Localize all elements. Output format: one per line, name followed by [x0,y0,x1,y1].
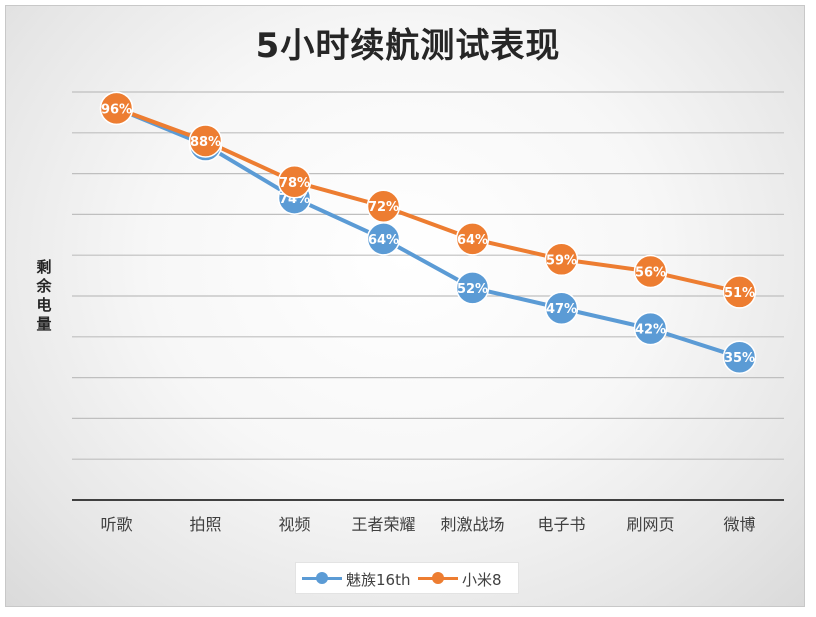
data-point [544,242,579,277]
legend-marker-xiaomi [432,572,444,584]
gridlines [72,91,784,460]
data-point [366,189,401,223]
x-tick-label: 刷网页 [626,515,674,534]
data-point [544,291,579,325]
legend-marker-meizu [316,572,328,584]
data-point [277,165,312,199]
data-point [633,311,668,346]
data-label: 35% [724,351,755,366]
x-tick-label: 视频 [278,515,310,534]
data-label: 47% [546,302,577,317]
x-axis: 听歌 拍照 视频 王者荣耀 刺激战场 电子书 刷网页 微博 [72,499,784,534]
data-point [455,271,490,305]
data-label: 51% [724,286,755,301]
data-point [633,254,668,289]
x-tick-label: 电子书 [537,515,585,534]
x-tick-label: 听歌 [100,515,132,534]
legend: 魅族16th 小米8 [295,562,519,594]
data-label: 88% [190,135,221,150]
data-label: 42% [635,323,666,338]
data-label: 52% [457,282,488,297]
data-label: 78% [279,176,310,191]
data-point [99,91,134,126]
data-point [455,222,490,256]
data-label: 64% [457,233,488,248]
data-label: 96% [101,102,132,117]
data-label: 56% [635,266,666,281]
y-axis-title: 剩余电量 [36,258,52,333]
x-tick-label: 王者荣耀 [351,515,415,534]
legend-label-meizu: 魅族16th [346,571,411,589]
x-tick-label: 刺激战场 [440,515,504,534]
chart-title: 5小时续航测试表现 [255,26,561,66]
data-label: 59% [546,253,577,268]
x-tick-label: 微博 [723,515,755,534]
data-point [722,340,757,374]
data-label: 72% [368,200,399,215]
legend-label-xiaomi: 小米8 [462,571,502,589]
data-point [188,124,223,158]
x-tick-label: 拍照 [189,515,221,534]
data-label: 64% [368,233,399,248]
chart-area [5,5,805,607]
data-point [722,275,757,309]
series-layer: 96%87%74%64%52%47%42%35%96%88%78%72%64%5… [99,91,757,374]
